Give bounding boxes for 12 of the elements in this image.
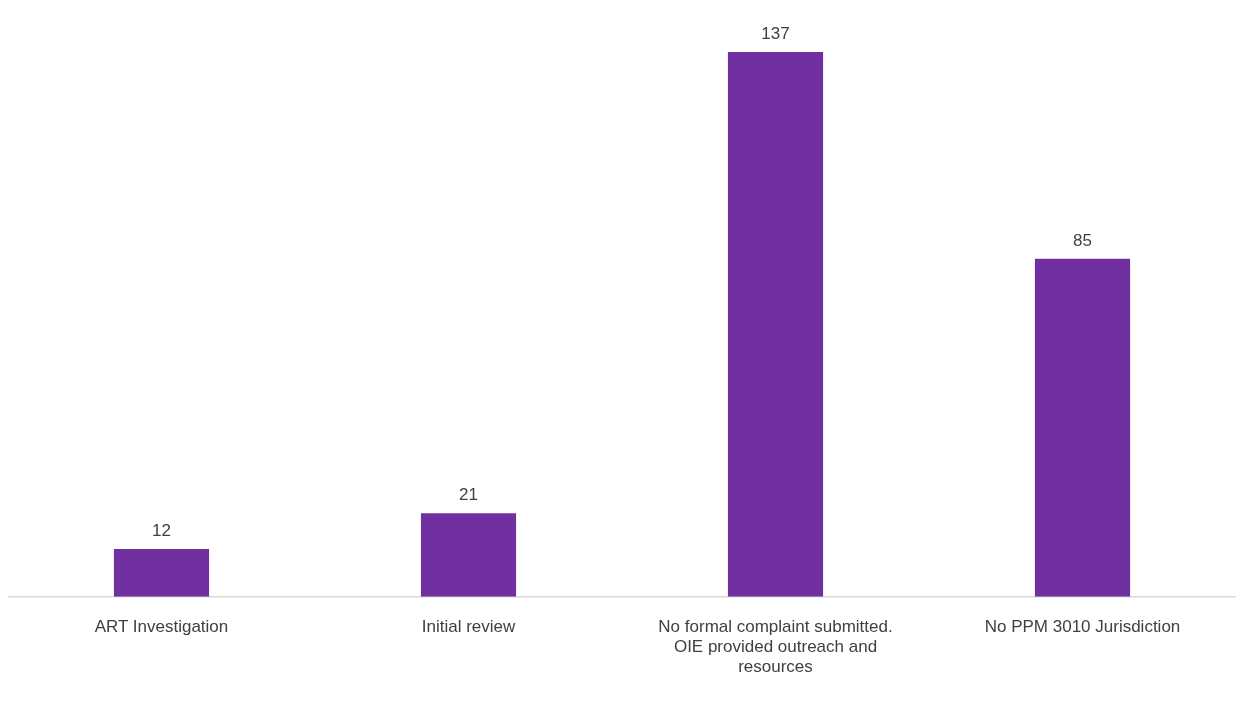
data-label: 12	[152, 521, 171, 541]
bar	[113, 549, 210, 597]
data-label: 137	[761, 24, 790, 44]
bar	[420, 513, 517, 597]
x-tick-label: No PPM 3010 Jurisdiction	[984, 616, 1181, 636]
bar	[727, 51, 824, 597]
x-tick-label: No formal complaint submitted. OIE provided outreach and resources	[658, 616, 893, 677]
x-tick-label: Initial review	[421, 616, 516, 636]
bar	[1034, 258, 1131, 597]
x-tick-label: ART Investigation	[94, 616, 229, 636]
data-label: 85	[1073, 230, 1092, 250]
data-label: 21	[459, 485, 478, 505]
